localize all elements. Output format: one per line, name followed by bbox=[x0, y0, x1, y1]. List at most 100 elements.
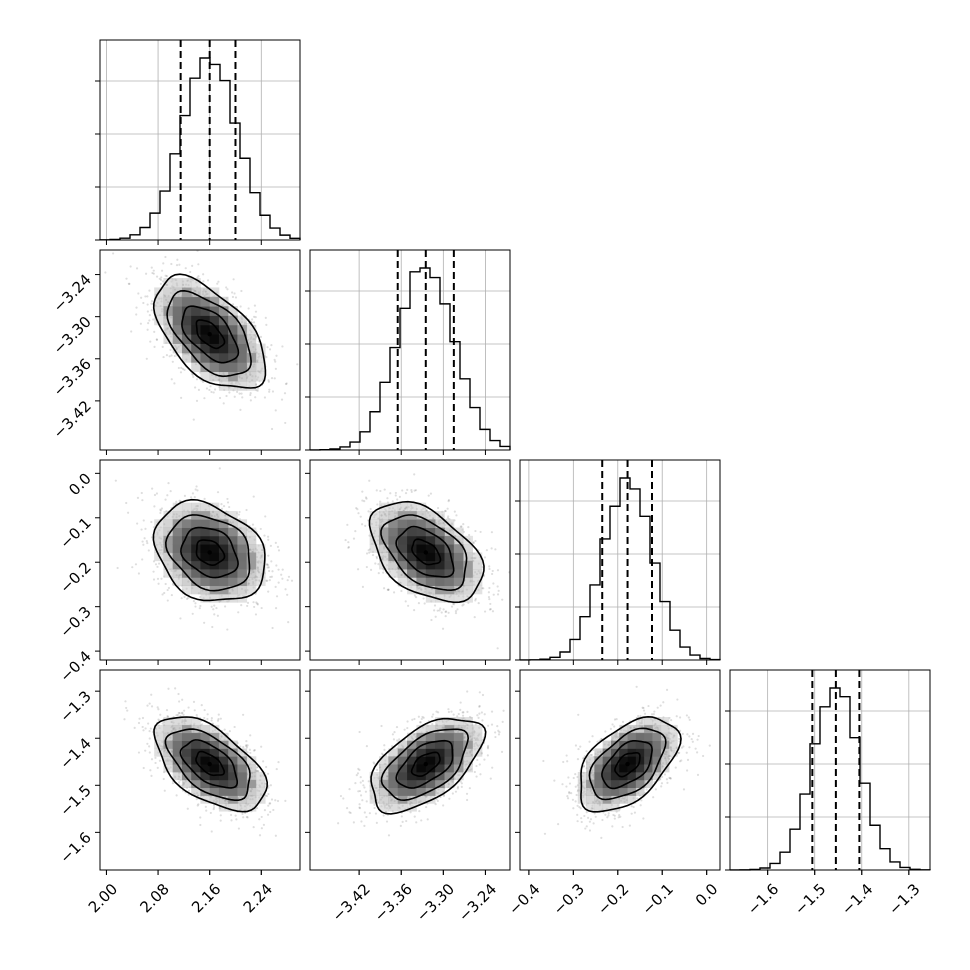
sample-point bbox=[361, 499, 364, 502]
sample-point bbox=[252, 601, 255, 604]
sample-point bbox=[257, 770, 260, 773]
sample-point bbox=[410, 488, 413, 492]
density-cell bbox=[397, 771, 408, 781]
sample-point bbox=[146, 742, 149, 745]
density-cell bbox=[425, 544, 436, 553]
sample-point bbox=[206, 279, 210, 282]
sample-point bbox=[400, 589, 403, 593]
density-cell bbox=[209, 577, 220, 587]
sample-point bbox=[642, 706, 645, 710]
sample-point bbox=[191, 373, 194, 376]
sample-point bbox=[478, 763, 481, 766]
sample-point bbox=[359, 515, 362, 518]
sample-point bbox=[197, 803, 200, 806]
sample-point bbox=[572, 807, 575, 810]
sample-point bbox=[213, 604, 216, 607]
density-cell bbox=[246, 380, 257, 391]
density-cell bbox=[388, 519, 399, 528]
density-cell bbox=[200, 334, 211, 344]
density-cell bbox=[163, 527, 174, 537]
sample-point bbox=[163, 591, 166, 595]
density-cell bbox=[407, 585, 417, 595]
sample-point bbox=[137, 721, 141, 725]
sample-point bbox=[263, 809, 267, 812]
density-cell bbox=[435, 724, 445, 734]
sample-point bbox=[231, 291, 234, 294]
sample-point bbox=[276, 545, 280, 548]
density-cell bbox=[425, 779, 436, 789]
density-cell bbox=[444, 756, 455, 765]
density-cell bbox=[218, 779, 229, 789]
sample-point bbox=[264, 515, 267, 518]
sample-point bbox=[447, 708, 450, 711]
sample-point bbox=[414, 489, 418, 492]
density-cell bbox=[191, 732, 201, 741]
sample-point bbox=[273, 377, 276, 380]
density-cell bbox=[397, 519, 408, 528]
sample-point bbox=[116, 566, 119, 570]
density-cell bbox=[237, 560, 248, 570]
sample-point bbox=[360, 523, 364, 526]
sample-point bbox=[138, 717, 141, 720]
sample-point bbox=[287, 621, 290, 624]
density-cell bbox=[172, 748, 183, 757]
density-cell bbox=[237, 352, 248, 363]
sample-point bbox=[158, 277, 161, 280]
sample-point bbox=[483, 713, 486, 716]
sample-point bbox=[701, 754, 705, 758]
density-cell bbox=[246, 585, 257, 595]
sample-point bbox=[275, 767, 278, 771]
sample-point bbox=[192, 418, 195, 421]
sample-point bbox=[260, 606, 263, 610]
sample-point bbox=[486, 746, 490, 749]
sample-point bbox=[181, 698, 184, 701]
density-cell bbox=[191, 787, 201, 796]
density-cell bbox=[416, 577, 427, 587]
sample-point bbox=[406, 488, 409, 491]
density-cell bbox=[181, 296, 192, 307]
density-cell bbox=[218, 324, 229, 335]
sample-point bbox=[269, 784, 272, 787]
sample-point bbox=[195, 485, 198, 488]
sample-point bbox=[417, 602, 421, 605]
sample-point bbox=[668, 776, 671, 779]
sample-point bbox=[642, 709, 646, 712]
sample-point bbox=[630, 812, 633, 815]
panel-frame bbox=[519, 459, 721, 661]
sample-point bbox=[611, 723, 614, 726]
density-cell bbox=[444, 535, 455, 545]
sample-point bbox=[269, 802, 272, 805]
sample-point bbox=[265, 765, 268, 769]
sample-point bbox=[203, 621, 206, 624]
sample-point bbox=[676, 698, 679, 701]
density-cell bbox=[407, 795, 417, 804]
sample-point bbox=[574, 773, 577, 776]
sample-point bbox=[296, 363, 299, 366]
sample-point bbox=[281, 577, 284, 580]
density-cell bbox=[200, 343, 211, 354]
density-cell bbox=[209, 732, 220, 741]
sample-point bbox=[356, 772, 360, 775]
sample-point bbox=[456, 787, 459, 790]
sample-point bbox=[582, 765, 585, 768]
sample-point bbox=[490, 572, 494, 576]
density-cell bbox=[209, 519, 220, 528]
sample-point bbox=[542, 759, 545, 763]
histogram-step bbox=[309, 267, 511, 451]
sample-point bbox=[228, 391, 231, 394]
sample-point bbox=[367, 549, 370, 552]
density-cell bbox=[163, 724, 174, 734]
density-cell bbox=[228, 510, 238, 520]
panel-frame bbox=[99, 459, 301, 661]
sample-point bbox=[347, 541, 350, 544]
sample-point bbox=[152, 578, 156, 581]
sample-point bbox=[146, 310, 149, 313]
density-cell bbox=[237, 787, 248, 796]
sample-point bbox=[270, 427, 274, 431]
density-cell bbox=[444, 779, 455, 789]
density-cell bbox=[228, 748, 238, 757]
sample-point bbox=[252, 321, 256, 324]
density-cell bbox=[453, 544, 464, 553]
sample-point bbox=[568, 790, 571, 794]
sample-point bbox=[681, 732, 684, 735]
